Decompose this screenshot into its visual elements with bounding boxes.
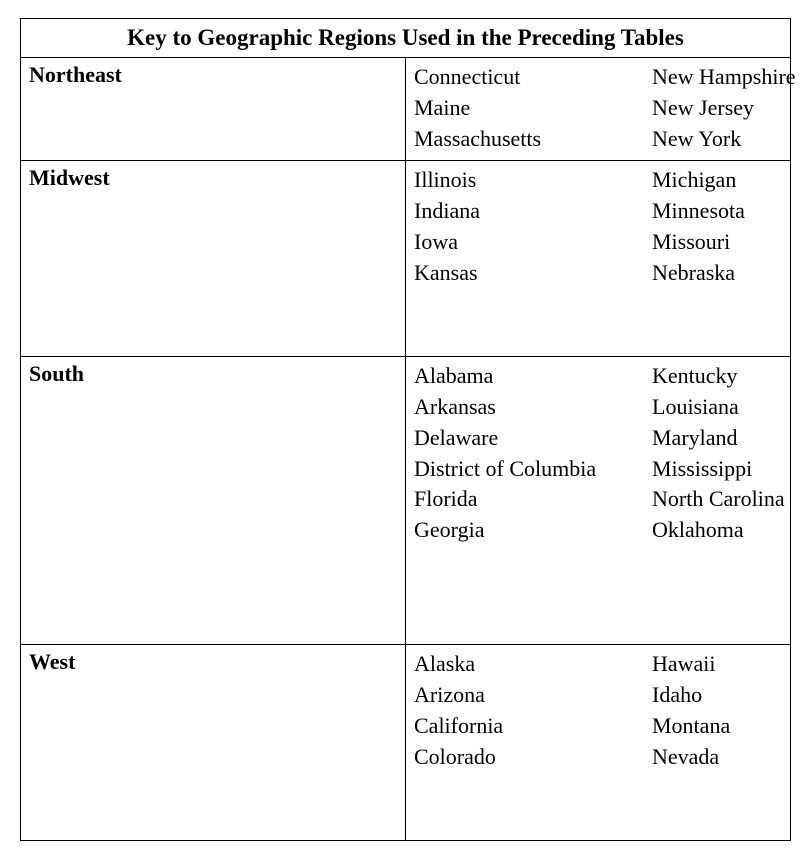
- state: Georgia: [414, 515, 652, 546]
- region-states: Alabama Arkansas Delaware District of Co…: [406, 357, 791, 645]
- state: Massachusetts: [414, 124, 652, 155]
- state-columns: Alabama Arkansas Delaware District of Co…: [414, 361, 782, 638]
- state: New Hampshire: [652, 62, 811, 93]
- region-name: Midwest: [21, 161, 406, 357]
- region-row: Northeast Connecticut Maine Massachusett…: [21, 58, 791, 161]
- state-col-1: Alaska Arizona California Colorado: [414, 649, 652, 834]
- state: Hawaii: [652, 649, 811, 680]
- state: Nevada: [652, 742, 811, 773]
- state-columns: Connecticut Maine Massachusetts New Hamp…: [414, 62, 782, 154]
- state: Iowa: [414, 227, 652, 258]
- state-col-1: Connecticut Maine Massachusetts: [414, 62, 652, 154]
- state-columns: Illinois Indiana Iowa Kansas Michigan Mi…: [414, 165, 782, 350]
- state-col-1: Illinois Indiana Iowa Kansas: [414, 165, 652, 350]
- state: Nebraska: [652, 258, 811, 289]
- state: District of Columbia: [414, 454, 652, 485]
- state: Colorado: [414, 742, 652, 773]
- state: Idaho: [652, 680, 811, 711]
- state: Indiana: [414, 196, 652, 227]
- region-row: West Alaska Arizona California Colorado …: [21, 645, 791, 841]
- state: Kentucky: [652, 361, 811, 392]
- state: New Jersey: [652, 93, 811, 124]
- state: Mississippi: [652, 454, 811, 485]
- region-states: Illinois Indiana Iowa Kansas Michigan Mi…: [406, 161, 791, 357]
- state: Arkansas: [414, 392, 652, 423]
- state: Kansas: [414, 258, 652, 289]
- state: Minnesota: [652, 196, 811, 227]
- region-states: Alaska Arizona California Colorado Hawai…: [406, 645, 791, 841]
- state-col-2: Michigan Minnesota Missouri Nebraska: [652, 165, 811, 350]
- state: Florida: [414, 484, 652, 515]
- state: Connecticut: [414, 62, 652, 93]
- state: California: [414, 711, 652, 742]
- state: Alabama: [414, 361, 652, 392]
- region-name: Northeast: [21, 58, 406, 161]
- title-row: Key to Geographic Regions Used in the Pr…: [21, 19, 791, 58]
- region-row: Midwest Illinois Indiana Iowa Kansas Mic…: [21, 161, 791, 357]
- state-col-2: Kentucky Louisiana Maryland Mississippi …: [652, 361, 811, 638]
- regions-table: Key to Geographic Regions Used in the Pr…: [20, 18, 791, 841]
- state-col-1: Alabama Arkansas Delaware District of Co…: [414, 361, 652, 638]
- table-title: Key to Geographic Regions Used in the Pr…: [21, 19, 791, 58]
- state: Arizona: [414, 680, 652, 711]
- state: Illinois: [414, 165, 652, 196]
- state: New York: [652, 124, 811, 155]
- state: Maryland: [652, 423, 811, 454]
- state: Michigan: [652, 165, 811, 196]
- state: Alaska: [414, 649, 652, 680]
- state: Delaware: [414, 423, 652, 454]
- state: Oklahoma: [652, 515, 811, 546]
- state: North Carolina: [652, 484, 811, 515]
- state-col-2: Hawaii Idaho Montana Nevada: [652, 649, 811, 834]
- state: Missouri: [652, 227, 811, 258]
- state: Louisiana: [652, 392, 811, 423]
- region-row: South Alabama Arkansas Delaware District…: [21, 357, 791, 645]
- region-name: West: [21, 645, 406, 841]
- state-col-2: New Hampshire New Jersey New York: [652, 62, 811, 154]
- state: Montana: [652, 711, 811, 742]
- region-states: Connecticut Maine Massachusetts New Hamp…: [406, 58, 791, 161]
- state: Maine: [414, 93, 652, 124]
- region-name: South: [21, 357, 406, 645]
- state-columns: Alaska Arizona California Colorado Hawai…: [414, 649, 782, 834]
- page: Key to Geographic Regions Used in the Pr…: [0, 0, 811, 859]
